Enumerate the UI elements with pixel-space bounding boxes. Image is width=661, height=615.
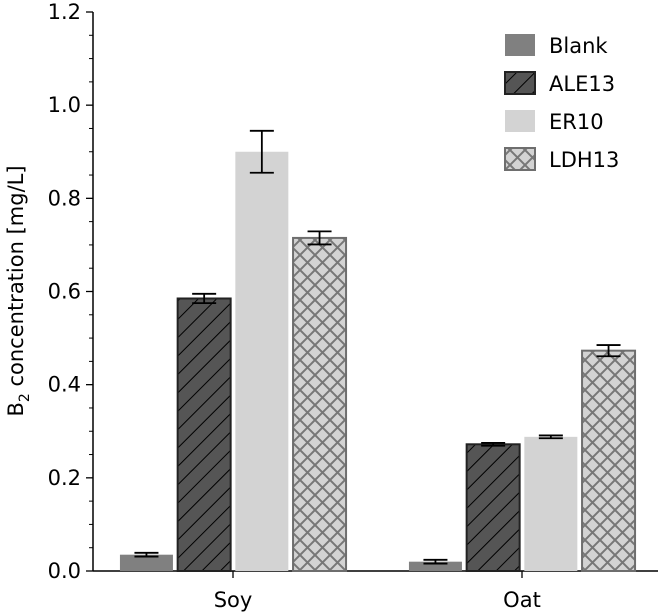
legend-label-blank: Blank bbox=[549, 34, 608, 58]
bars bbox=[119, 151, 637, 572]
bar-ldh13-soy bbox=[292, 236, 348, 572]
bar-blank-soy bbox=[119, 554, 173, 571]
y-tick-label: 0.2 bbox=[48, 466, 81, 490]
legend: Blank ALE13 ER10 LDH13 bbox=[504, 34, 619, 172]
y-tick-label: 1.0 bbox=[48, 93, 81, 117]
bar-blank-oat bbox=[408, 561, 462, 571]
y-ticks: 0.0 0.2 0.4 0.6 0.8 1.0 1.2 bbox=[48, 0, 93, 583]
legend-label-er10: ER10 bbox=[549, 110, 604, 134]
bar-ale13-oat bbox=[465, 443, 521, 572]
legend-swatch-ale13 bbox=[504, 71, 536, 95]
x-ticks: Soy Oat bbox=[214, 571, 541, 612]
bar-er10-oat bbox=[524, 436, 578, 571]
legend-label-ale13: ALE13 bbox=[549, 72, 615, 96]
y-tick-label: 0.0 bbox=[48, 559, 81, 583]
legend-swatch-er10 bbox=[505, 110, 535, 132]
error-bars bbox=[134, 129, 621, 565]
y-tick-label: 0.8 bbox=[48, 186, 81, 210]
y-axis-title-main: B bbox=[4, 402, 28, 416]
legend-swatch-blank bbox=[505, 34, 535, 56]
bar-er10-soy bbox=[235, 151, 289, 571]
y-axis-title-rest: concentration [mg/L] bbox=[4, 165, 28, 393]
bar-ale13-soy bbox=[176, 297, 232, 572]
y-tick-label: 0.6 bbox=[48, 280, 81, 304]
y-tick-label: 0.4 bbox=[48, 373, 81, 397]
legend-label-ldh13: LDH13 bbox=[549, 148, 619, 172]
bar-ldh13-oat bbox=[581, 349, 637, 572]
y-tick-label: 1.2 bbox=[48, 0, 81, 24]
legend-swatch-ldh13 bbox=[504, 147, 536, 171]
x-tick-label: Soy bbox=[214, 588, 253, 612]
x-tick-label: Oat bbox=[503, 588, 541, 612]
y-axis-title-subscript: 2 bbox=[17, 393, 33, 402]
y-axis-title: B2 concentration [mg/L] bbox=[4, 165, 33, 416]
